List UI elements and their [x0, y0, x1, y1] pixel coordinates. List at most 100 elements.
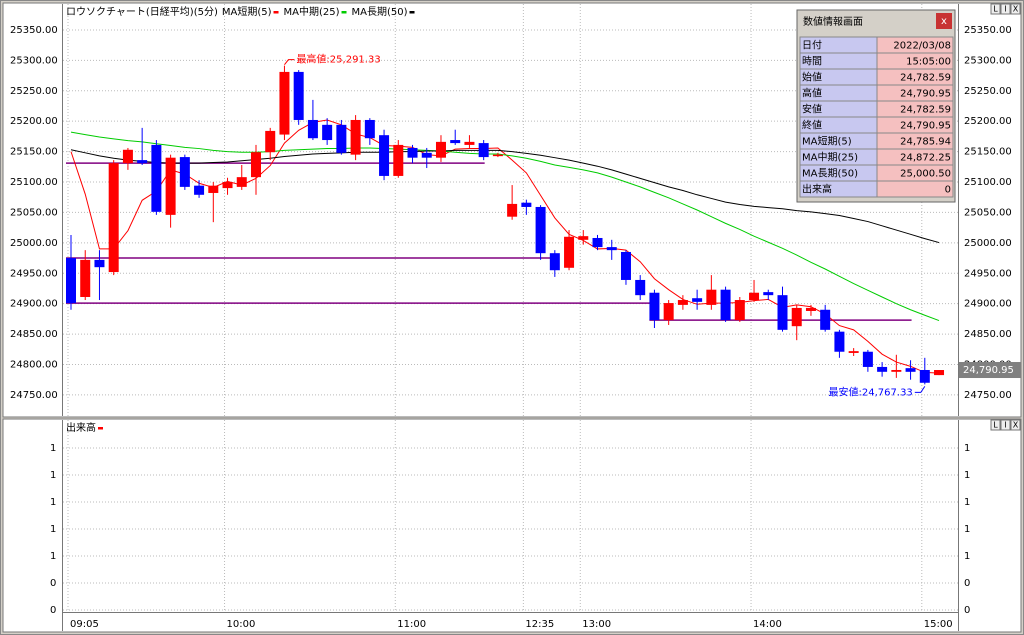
info-key: MA中期(25): [802, 151, 858, 164]
y-tick-label: 25000.00: [10, 238, 58, 249]
info-key: 安値: [802, 103, 822, 116]
candle-body: [108, 163, 119, 273]
info-panel: 数値情報画面 x 日付 2022/03/08 時間 15:05:00 始値 24,782.…: [796, 9, 956, 203]
x-tick-label: 10:00: [227, 619, 256, 630]
pane-button[interactable]: [1000, 3, 1011, 15]
candle-body: [649, 292, 660, 321]
legend-swatch: [409, 11, 415, 14]
pane-button[interactable]: [990, 419, 1001, 431]
pane-button-label[interactable]: I: [1004, 5, 1006, 14]
info-key: 終値: [802, 119, 822, 132]
candle-body: [94, 259, 105, 268]
y-tick-label: 24800.00: [10, 360, 58, 371]
annotation-label: 最安値:24,767.33: [829, 385, 913, 398]
candle-body: [834, 331, 845, 352]
y-tick-label: 25300.00: [964, 55, 1012, 66]
candle-body: [464, 141, 475, 145]
x-tick-label: 12:35: [525, 619, 554, 630]
y-tick-label: 1: [50, 443, 56, 454]
y-tick-label: 25150.00: [10, 147, 58, 158]
close-button[interactable]: [936, 13, 952, 29]
pane-button-label[interactable]: I: [1004, 421, 1006, 430]
candle-body: [322, 124, 333, 141]
plot: 25350.00 25350.00 25300.00 25300.00 25250.00…: [10, 3, 1021, 630]
legend-label: 出来高: [66, 421, 96, 434]
candle-body: [379, 135, 390, 176]
candle-body: [919, 369, 930, 383]
legend-swatch: [341, 11, 347, 14]
candle-body: [165, 157, 176, 215]
annotation-label: 最高値:25,291.33: [296, 53, 380, 66]
y-tick-label: 25250.00: [964, 86, 1012, 97]
y-tick-label: 24900.00: [10, 299, 58, 310]
info-value-cell: [876, 180, 954, 198]
legend-swatch: [273, 11, 279, 14]
info-value: 25,000.50: [900, 169, 951, 180]
candle-body: [763, 292, 774, 296]
candle-body: [521, 202, 532, 207]
candle-body: [677, 300, 688, 305]
pane-button-label[interactable]: X: [1013, 421, 1019, 430]
candle-body: [279, 71, 290, 135]
y-tick-label: 24750.00: [964, 390, 1012, 401]
y-tick-label: 25300.00: [10, 55, 58, 66]
candle-body: [720, 289, 731, 321]
candle-body: [905, 368, 916, 372]
info-key: 始値: [802, 71, 822, 84]
candle-body: [564, 236, 575, 268]
legend-label: MA長期(50): [352, 6, 408, 18]
candle-body: [407, 147, 418, 158]
pane-button-label[interactable]: L: [993, 421, 998, 430]
candle-body: [350, 119, 361, 155]
candle-body: [507, 203, 518, 217]
x-tick-label: 13:00: [582, 619, 611, 630]
candle-body: [535, 206, 546, 254]
pane-button[interactable]: [1010, 419, 1021, 431]
candle-body: [848, 351, 859, 353]
candle-body: [791, 307, 802, 327]
y-tick-label: 1: [964, 470, 970, 481]
info-title: 数値情報画面: [803, 15, 863, 28]
y-tick-label: 25050.00: [964, 207, 1012, 218]
pane-button[interactable]: [1000, 419, 1011, 431]
info-value: 15:05:00: [906, 57, 951, 68]
candle-body: [151, 144, 162, 212]
info-key: 高値: [802, 87, 822, 100]
candle-body: [820, 309, 831, 330]
legend-label: MA中期(25): [284, 5, 340, 18]
candle-body: [877, 366, 888, 372]
candle-body: [692, 298, 703, 302]
candle-body: [663, 303, 674, 321]
pane-button-label[interactable]: X: [1013, 5, 1019, 14]
info-value: 24,872.25: [900, 153, 951, 164]
candle-body: [891, 369, 902, 372]
pane-button[interactable]: [1010, 3, 1021, 15]
candle-body: [393, 144, 404, 176]
candle-body: [364, 119, 375, 139]
pane-button-label[interactable]: L: [993, 5, 998, 14]
info-key: MA長期(50): [802, 168, 858, 180]
info-value: 24,785.94: [900, 137, 951, 148]
close-label[interactable]: x: [941, 16, 947, 27]
y-tick-label: 1: [50, 497, 56, 508]
candle-body: [749, 292, 760, 301]
candle-body: [862, 351, 873, 367]
info-value: 0: [945, 185, 951, 196]
pane-button[interactable]: [990, 3, 1001, 15]
legend-swatch: [98, 427, 103, 430]
candle-body: [635, 279, 646, 296]
candle-body: [435, 141, 446, 158]
y-tick-label: 0: [50, 578, 56, 589]
candle-body: [606, 247, 617, 251]
ma-line: [70, 131, 940, 322]
y-tick-label: 24950.00: [10, 268, 58, 279]
candle-body: [66, 258, 76, 304]
x-tick-label: 14:00: [753, 619, 782, 630]
y-tick-label: 25200.00: [964, 116, 1012, 127]
candle-body: [549, 253, 560, 271]
info-value: 24,790.95: [900, 89, 951, 100]
x-tick-label: 15:00: [924, 619, 953, 630]
y-tick-label: 1: [964, 497, 970, 508]
x-tick-label: 09:05: [70, 619, 99, 630]
